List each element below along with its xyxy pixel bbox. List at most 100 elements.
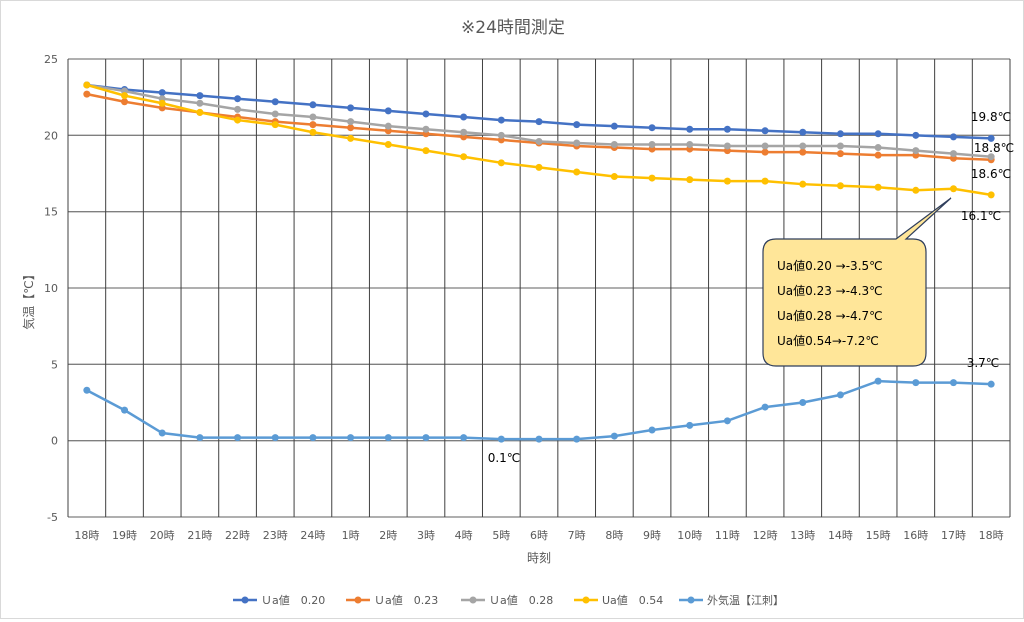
data-point	[949, 150, 957, 158]
data-point	[686, 421, 694, 429]
x-tick-label: 22時	[225, 529, 250, 542]
legend-label: Ｕa値 0.20	[261, 594, 325, 607]
data-point	[912, 131, 920, 139]
y-tick-label: 15	[44, 206, 58, 219]
x-tick-label: 20時	[150, 529, 175, 542]
data-point	[686, 125, 694, 133]
data-point	[309, 434, 317, 442]
data-point	[158, 99, 166, 107]
y-tick-label: 5	[51, 358, 58, 371]
data-point	[535, 137, 543, 145]
data-point	[761, 127, 769, 135]
x-tick-label: 13時	[790, 529, 815, 542]
x-tick-label: 12時	[753, 529, 778, 542]
x-tick-label: 15時	[866, 529, 891, 542]
data-point	[422, 110, 430, 118]
data-point	[573, 121, 581, 129]
data-point	[497, 435, 505, 443]
data-annotation: 18.8℃	[974, 141, 1014, 155]
data-point	[196, 108, 204, 116]
data-point	[987, 380, 995, 388]
data-point	[799, 128, 807, 136]
data-point	[271, 110, 279, 118]
data-point	[723, 177, 731, 185]
data-point	[987, 191, 995, 199]
data-point	[761, 403, 769, 411]
legend-marker	[687, 596, 695, 604]
data-point	[83, 90, 91, 98]
callout-line: Ua値0.20 →-3.5℃	[777, 258, 883, 273]
data-point	[836, 391, 844, 399]
x-tick-label: 5時	[492, 529, 510, 542]
x-tick-label: 24時	[300, 529, 325, 542]
data-point	[648, 140, 656, 148]
y-tick-label: 0	[51, 435, 58, 448]
data-point	[723, 125, 731, 133]
x-tick-label: 17時	[941, 529, 966, 542]
data-point	[686, 140, 694, 148]
data-point	[686, 176, 694, 184]
x-tick-label: 11時	[715, 529, 740, 542]
data-point	[384, 107, 392, 115]
data-point	[121, 92, 129, 100]
legend-marker	[469, 596, 477, 604]
x-tick-label: 14時	[828, 529, 853, 542]
data-point	[271, 121, 279, 129]
data-annotation: 16.1℃	[961, 209, 1001, 223]
data-point	[347, 124, 355, 132]
data-point	[271, 98, 279, 106]
data-point	[874, 144, 882, 152]
x-tick-label: 1時	[342, 529, 360, 542]
data-point	[949, 133, 957, 141]
data-point	[836, 182, 844, 190]
data-point	[347, 434, 355, 442]
data-point	[573, 435, 581, 443]
data-annotation: 0.1℃	[488, 451, 521, 465]
data-point	[874, 377, 882, 385]
x-tick-label: 23時	[263, 529, 288, 542]
data-point	[158, 89, 166, 97]
data-point	[271, 434, 279, 442]
data-point	[234, 434, 242, 442]
data-point	[761, 148, 769, 156]
y-axis-title: 気温【℃】	[21, 268, 36, 329]
data-point	[234, 116, 242, 124]
data-point	[422, 147, 430, 155]
legend-marker	[241, 596, 249, 604]
legend-label: 外気温【江刺】	[707, 593, 784, 607]
data-point	[497, 159, 505, 167]
data-point	[158, 429, 166, 437]
data-point	[610, 140, 618, 148]
data-point	[347, 118, 355, 126]
data-point	[497, 116, 505, 124]
series-line-0	[86, 83, 992, 140]
data-point	[196, 92, 204, 100]
data-point	[874, 183, 882, 191]
callout-bubble	[762, 197, 952, 367]
data-annotation: 18.6℃	[971, 167, 1011, 181]
legend-marker	[582, 596, 590, 604]
x-tick-label: 16時	[903, 529, 928, 542]
data-point	[761, 142, 769, 150]
callout-line: Ua値0.28 →-4.7℃	[777, 308, 883, 323]
callout-line: Ua値0.54→-7.2℃	[777, 333, 879, 348]
data-annotation: 19.8℃	[971, 110, 1011, 124]
data-point	[121, 406, 129, 414]
data-point	[347, 134, 355, 142]
series-line-1	[86, 92, 992, 162]
data-point	[535, 163, 543, 171]
data-point	[912, 186, 920, 194]
x-tick-label: 8時	[605, 529, 623, 542]
legend-marker	[354, 596, 362, 604]
data-point	[384, 140, 392, 148]
data-point	[347, 104, 355, 112]
data-point	[610, 173, 618, 181]
x-tick-label: 3時	[417, 529, 435, 542]
x-axis-title: 時刻	[527, 551, 551, 565]
y-tick-label: 10	[44, 282, 58, 295]
chart-title: ※24時間測定	[461, 18, 565, 38]
data-point	[384, 434, 392, 442]
data-point	[648, 124, 656, 132]
